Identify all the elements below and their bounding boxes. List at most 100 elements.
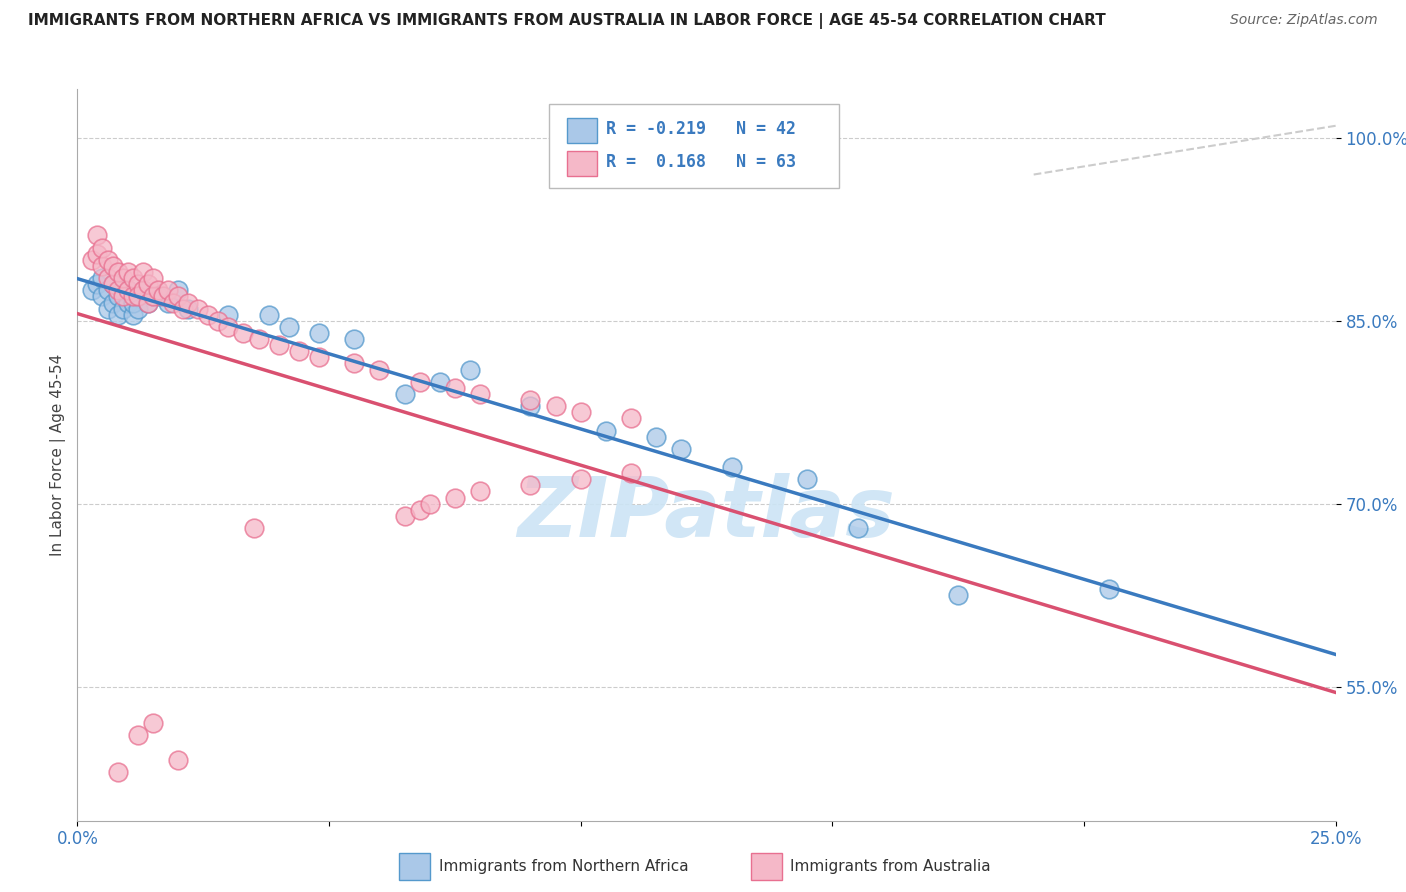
Point [111, 271, 134, 285]
Point [343, 332, 366, 346]
Point [217, 308, 239, 322]
Point [132, 284, 155, 298]
Point [177, 301, 200, 316]
Point [111, 289, 134, 303]
Point [197, 308, 219, 322]
Point [142, 271, 165, 285]
Point [142, 289, 165, 303]
Point [136, 295, 159, 310]
Point [117, 284, 139, 298]
Point [429, 375, 451, 389]
Point [127, 301, 149, 316]
Point [111, 301, 134, 316]
Point [569, 405, 592, 419]
Point [86, 277, 108, 292]
Point [288, 344, 311, 359]
Point [796, 472, 818, 486]
Point [142, 289, 165, 303]
Point [948, 588, 970, 602]
Point [101, 277, 124, 292]
Point [91, 259, 114, 273]
Point [156, 295, 179, 310]
Point [117, 295, 139, 310]
Point [86, 247, 108, 261]
Point [136, 277, 159, 292]
Text: ZIPatlas: ZIPatlas [517, 473, 896, 554]
FancyBboxPatch shape [567, 151, 598, 177]
Point [172, 301, 194, 316]
Point [207, 314, 229, 328]
Text: Immigrants from Australia: Immigrants from Australia [790, 859, 991, 873]
Point [107, 284, 129, 298]
Point [82, 252, 104, 267]
Point [408, 503, 430, 517]
Point [96, 252, 118, 267]
Point [277, 320, 299, 334]
Point [152, 289, 174, 303]
Point [136, 295, 159, 310]
Point [167, 289, 190, 303]
Point [645, 430, 668, 444]
Point [117, 265, 139, 279]
Point [96, 284, 118, 298]
Point [519, 478, 541, 492]
Point [86, 228, 108, 243]
Point [671, 442, 693, 456]
Point [111, 284, 134, 298]
Point [544, 399, 567, 413]
Point [468, 387, 491, 401]
Point [569, 472, 592, 486]
Point [121, 271, 143, 285]
Point [620, 467, 643, 481]
Point [127, 277, 149, 292]
Point [162, 295, 184, 310]
Point [121, 295, 143, 310]
Point [177, 295, 200, 310]
Point [187, 301, 209, 316]
Point [468, 484, 491, 499]
Point [117, 284, 139, 298]
Point [419, 497, 441, 511]
Point [217, 320, 239, 334]
Point [242, 521, 264, 535]
Point [458, 362, 481, 376]
Point [107, 764, 129, 779]
Point [408, 375, 430, 389]
Point [846, 521, 869, 535]
Point [121, 308, 143, 322]
Point [343, 357, 366, 371]
Point [132, 284, 155, 298]
Point [91, 289, 114, 303]
Point [620, 411, 643, 425]
Point [146, 289, 169, 303]
Point [167, 284, 190, 298]
Point [101, 295, 124, 310]
Text: IMMIGRANTS FROM NORTHERN AFRICA VS IMMIGRANTS FROM AUSTRALIA IN LABOR FORCE | AG: IMMIGRANTS FROM NORTHERN AFRICA VS IMMIG… [28, 13, 1107, 29]
Point [444, 491, 467, 505]
Point [132, 265, 155, 279]
Point [308, 326, 330, 340]
Point [1098, 582, 1121, 596]
Point [121, 289, 143, 303]
Point [267, 338, 290, 352]
Point [127, 728, 149, 742]
Point [127, 289, 149, 303]
Point [101, 259, 124, 273]
Point [257, 308, 280, 322]
Point [368, 362, 391, 376]
Point [519, 399, 541, 413]
Point [101, 277, 124, 292]
Point [156, 284, 179, 298]
Point [394, 387, 416, 401]
Text: R = -0.219   N = 42: R = -0.219 N = 42 [606, 120, 796, 138]
FancyBboxPatch shape [567, 118, 598, 144]
Point [107, 308, 129, 322]
FancyBboxPatch shape [550, 103, 838, 188]
Point [720, 460, 742, 475]
Point [107, 289, 129, 303]
Point [96, 271, 118, 285]
Point [247, 332, 270, 346]
Point [91, 241, 114, 255]
Point [146, 284, 169, 298]
Point [595, 424, 617, 438]
